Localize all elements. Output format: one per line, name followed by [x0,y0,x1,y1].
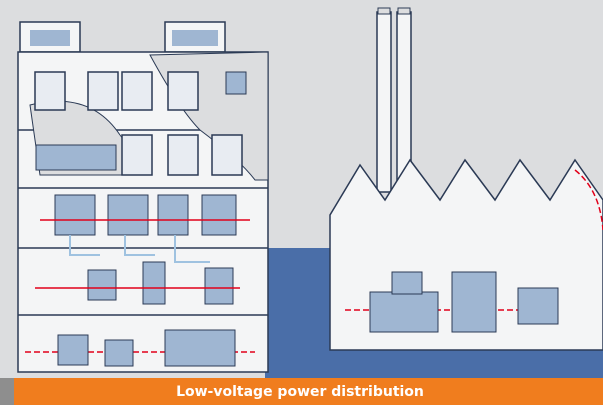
illustration: Low-voltage power distribution [0,0,603,405]
caption-bar: Low-voltage power distribution [0,378,603,405]
building [18,22,268,372]
caption: Low-voltage power distribution [176,384,424,400]
